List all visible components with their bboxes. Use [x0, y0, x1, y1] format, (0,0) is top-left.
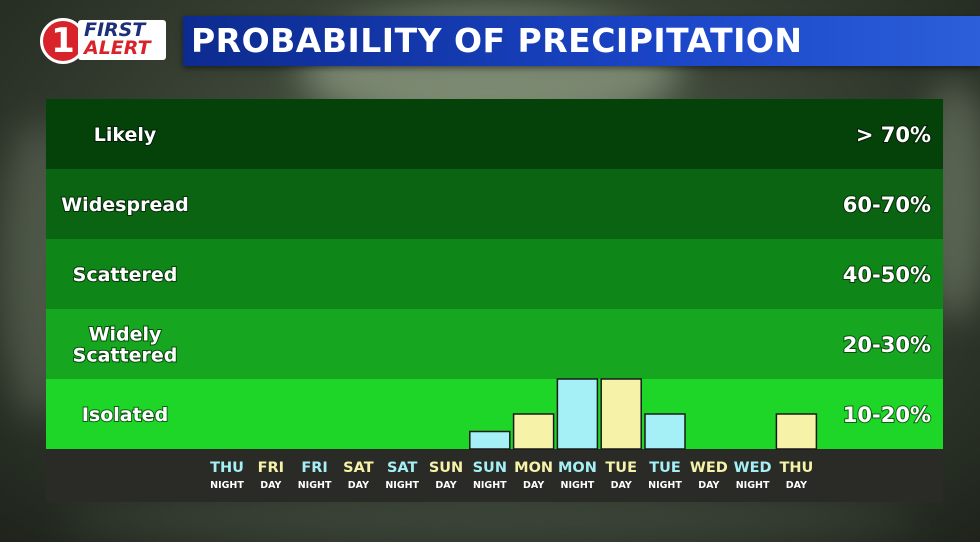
tick-day-thu-day: THU: [779, 460, 813, 476]
tick-day-fri-day: FRI: [258, 460, 284, 476]
bar-thu-day: [775, 413, 818, 450]
tick-period-sat-night: NIGHT: [385, 480, 419, 491]
band-range-widely-scattered: 20-30%: [843, 333, 931, 357]
tick-period-tue-day: DAY: [611, 480, 632, 491]
tick-day-tue-night: TUE: [649, 460, 681, 476]
bar-mon-day: [512, 413, 555, 450]
tick-period-fri-day: DAY: [260, 480, 281, 491]
bar-mon-night: [556, 378, 599, 450]
tick-day-sun-night: SUN: [473, 460, 507, 476]
band-range-likely: > 70%: [856, 123, 931, 147]
logo-text-box: [78, 20, 166, 60]
logo-number: 1: [51, 21, 75, 61]
band-range-scattered: 40-50%: [843, 263, 931, 287]
tick-period-tue-night: NIGHT: [648, 480, 682, 491]
background-blur: [60, 500, 920, 540]
precipitation-chart: Likely > 70% Widespread 60-70% Scattered 40-5…: [46, 99, 943, 502]
bar-sun-night: [469, 430, 511, 450]
tick-day-sun-day: SUN: [429, 460, 463, 476]
band-label-widely-scattered-line2: Scattered: [73, 345, 178, 367]
tick-day-wed-night: WED: [734, 460, 772, 476]
tick-period-fri-night: NIGHT: [298, 480, 332, 491]
chart-canvas: Likely > 70% Widespread 60-70% Scattered 40-5…: [46, 99, 943, 502]
band-label-widely-scattered-line1: Widely: [89, 324, 162, 346]
tick-day-sat-day: SAT: [343, 460, 374, 476]
page-title: PROBABILITY OF PRECIPITATION: [191, 21, 803, 60]
tick-day-fri-night: FRI: [301, 460, 327, 476]
tick-period-thu-day: DAY: [786, 480, 807, 491]
tick-period-mon-day: DAY: [523, 480, 544, 491]
band-label-scattered: Scattered: [73, 264, 178, 286]
tick-period-wed-day: DAY: [698, 480, 719, 491]
tick-period-mon-night: NIGHT: [561, 480, 595, 491]
x-axis-strip: [46, 449, 943, 502]
band-widespread: [46, 169, 943, 239]
band-range-isolated: 10-20%: [843, 403, 931, 427]
header-bar: PROBABILITY OF PRECIPITATION: [183, 16, 980, 66]
tick-day-thu-night: THU: [210, 460, 244, 476]
band-range-widespread: 60-70%: [843, 193, 931, 217]
band-widely-scattered: [46, 309, 943, 379]
tick-period-thu-night: NIGHT: [210, 480, 244, 491]
tick-period-sun-night: NIGHT: [473, 480, 507, 491]
tick-day-sat-night: SAT: [387, 460, 418, 476]
tick-day-wed-day: WED: [690, 460, 728, 476]
tick-day-tue-day: TUE: [605, 460, 637, 476]
bar-tue-day: [600, 378, 642, 450]
logo-first-text: FIRST: [84, 19, 146, 41]
tick-period-sun-day: DAY: [435, 480, 456, 491]
tick-day-mon-night: MON: [558, 460, 597, 476]
band-label-widespread: Widespread: [61, 194, 189, 216]
band-label-likely: Likely: [94, 124, 157, 146]
tick-day-mon-day: MON: [514, 460, 553, 476]
band-scattered: [46, 239, 943, 309]
band-likely: [46, 99, 943, 169]
tick-period-wed-night: NIGHT: [736, 480, 770, 491]
tick-period-sat-day: DAY: [348, 480, 369, 491]
station-logo: 1 FIRST ALERT: [40, 14, 170, 70]
logo-alert-text: ALERT: [84, 37, 151, 59]
bar-tue-night: [644, 413, 686, 450]
band-label-isolated: Isolated: [82, 404, 168, 426]
